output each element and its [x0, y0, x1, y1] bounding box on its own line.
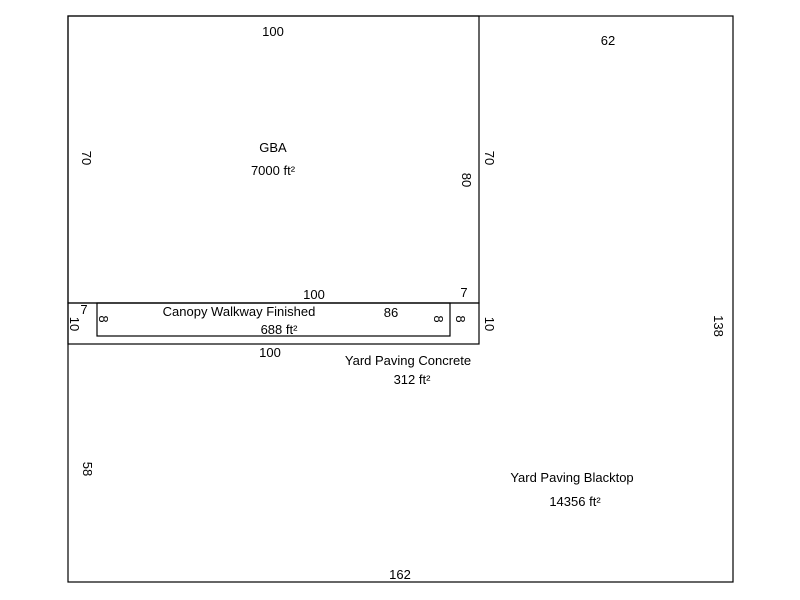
- gba-area: 7000 ft²: [251, 163, 296, 178]
- dim-canopy-left-depth: 10: [67, 317, 82, 331]
- dim-yard-bottom: 162: [389, 567, 411, 582]
- concrete-area: 312 ft²: [394, 372, 432, 387]
- dim-yard-top: 62: [601, 33, 615, 48]
- dim-canopy-right-inner-a: 8: [431, 315, 446, 322]
- dim-gba-top: 100: [262, 24, 284, 39]
- dim-canopy-top: 100: [303, 287, 325, 302]
- dim-canopy-left-small: 7: [80, 302, 87, 317]
- gba-label: GBA: [259, 140, 287, 155]
- yard-boundary: [67, 15, 734, 583]
- dim-yard-right: 138: [711, 315, 726, 337]
- concrete-label: Yard Paving Concrete: [345, 353, 471, 368]
- dim-yard-left: 58: [80, 462, 95, 476]
- dim-canopy-bottom: 100: [259, 345, 281, 360]
- blacktop-label: Yard Paving Blacktop: [510, 470, 633, 485]
- dim-canopy-left-inner: 8: [96, 315, 111, 322]
- canopy-area: 688 ft²: [261, 322, 299, 337]
- dim-gba-left: 70: [79, 151, 94, 165]
- gba-outline: [67, 15, 480, 304]
- dim-canopy-right-small: 7: [460, 285, 467, 300]
- canopy-label: Canopy Walkway Finished: [163, 304, 316, 319]
- dim-canopy-right-inner-b: 8: [453, 315, 468, 322]
- blacktop-area: 14356 ft²: [549, 494, 601, 509]
- dim-canopy-right-depth: 10: [482, 317, 497, 331]
- dim-gba-right-inner: 80: [459, 173, 474, 187]
- dim-gba-right-outer: 70: [482, 151, 497, 165]
- canopy-walkway-outline: [96, 302, 451, 337]
- dim-canopy-mid: 86: [384, 305, 398, 320]
